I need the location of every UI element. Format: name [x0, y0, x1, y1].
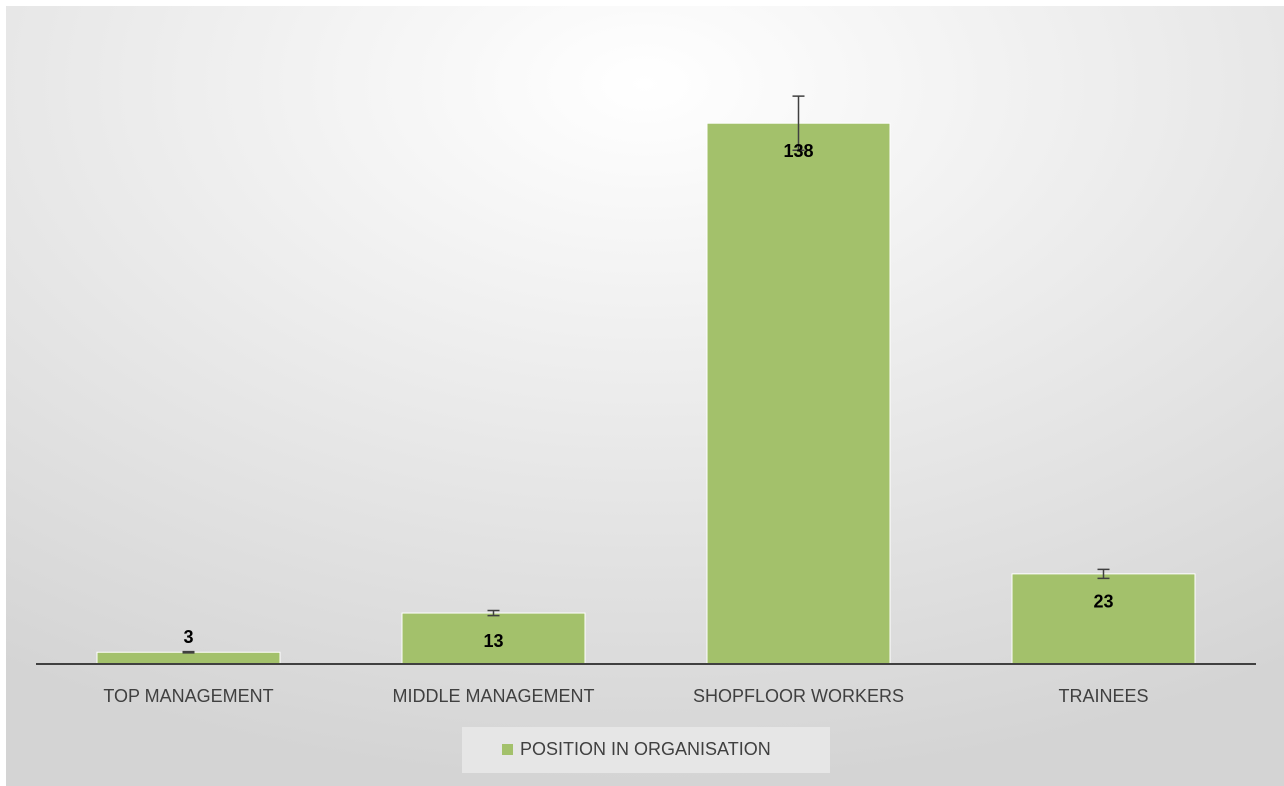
data-label: 138: [783, 141, 813, 161]
x-tick-label: MIDDLE MANAGEMENT: [392, 686, 594, 706]
bar: [1011, 573, 1196, 665]
x-tick-label: SHOPFLOOR WORKERS: [693, 686, 904, 706]
bar: [706, 122, 891, 665]
legend-box: [462, 727, 830, 773]
legend-swatch: [502, 744, 513, 755]
error-bar: [487, 609, 500, 617]
error-bar: [792, 95, 805, 152]
legend-label: POSITION IN ORGANISATION: [520, 739, 771, 759]
x-tick-label: TRAINEES: [1058, 686, 1148, 706]
data-label: 3: [183, 627, 193, 647]
error-bar: [1097, 568, 1110, 580]
bar: [401, 612, 586, 665]
plot-area: 3 TOP MANAGEMENT 13 MIDDLE MANAGEMENT 138 SHO…: [36, 95, 1256, 706]
data-label: 13: [483, 631, 503, 651]
x-tick-label: TOP MANAGEMENT: [103, 686, 273, 706]
chart-background: [6, 6, 1284, 786]
bar: [96, 651, 281, 665]
data-label: 23: [1093, 592, 1113, 612]
error-bar: [182, 650, 195, 654]
